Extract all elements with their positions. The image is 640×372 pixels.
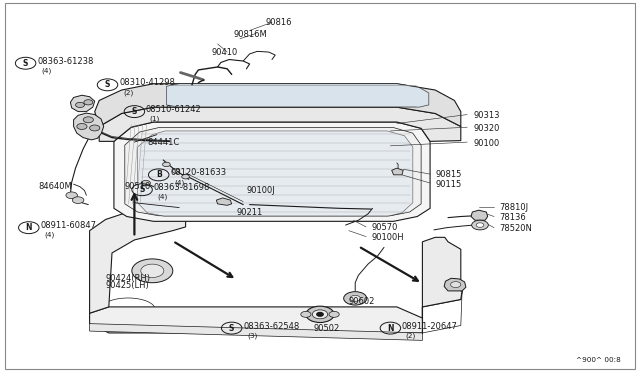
Circle shape [476,223,484,227]
Text: S: S [23,59,28,68]
Text: 90510: 90510 [125,182,151,190]
Text: 08911-60847: 08911-60847 [40,221,96,230]
Polygon shape [138,131,413,217]
Text: N: N [387,324,394,333]
Polygon shape [95,84,461,126]
Text: 90425(LH): 90425(LH) [106,281,149,290]
Circle shape [66,192,77,199]
Text: 90816: 90816 [266,18,292,27]
Text: 90115: 90115 [435,180,461,189]
Text: 90570: 90570 [371,223,397,232]
Circle shape [84,100,93,105]
Text: 90602: 90602 [349,297,375,306]
Polygon shape [114,122,430,221]
Circle shape [77,124,87,129]
Text: 90410: 90410 [211,48,237,57]
Text: S: S [140,185,145,194]
Text: 78136: 78136 [499,213,526,222]
Text: 90320: 90320 [474,124,500,133]
Circle shape [344,292,367,305]
Circle shape [329,311,339,317]
Circle shape [301,311,311,317]
Circle shape [141,180,150,186]
Text: S: S [229,324,234,333]
Text: (4): (4) [174,179,184,186]
Text: (2): (2) [406,332,416,339]
Circle shape [182,174,189,179]
Text: 90211: 90211 [237,208,263,217]
Polygon shape [444,278,466,291]
Text: 08510-61242: 08510-61242 [146,105,202,114]
Text: 90313: 90313 [474,111,500,120]
Text: S: S [105,80,110,89]
Circle shape [350,295,360,301]
Text: 08363-62548: 08363-62548 [243,322,300,331]
Polygon shape [422,237,462,318]
Polygon shape [90,324,422,340]
Text: 90424(RH): 90424(RH) [106,274,150,283]
Circle shape [172,169,180,173]
Circle shape [451,282,461,288]
Polygon shape [70,95,95,112]
Polygon shape [125,128,421,216]
Circle shape [72,197,84,203]
Text: 90100H: 90100H [371,233,404,242]
Text: 08310-41298: 08310-41298 [119,78,175,87]
Polygon shape [74,113,104,140]
Polygon shape [99,107,461,141]
Text: S: S [132,107,137,116]
Text: ^900^ 00:8: ^900^ 00:8 [576,357,621,363]
Text: 08120-81633: 08120-81633 [170,169,227,177]
Text: 90502: 90502 [314,324,340,333]
Text: (4): (4) [157,194,168,201]
Text: (4): (4) [41,67,51,74]
Text: 90816M: 90816M [234,30,268,39]
Text: 90100J: 90100J [246,186,275,195]
Text: 08363-61238: 08363-61238 [37,57,93,66]
Polygon shape [471,210,488,220]
Circle shape [76,102,84,108]
Text: 84441C: 84441C [147,138,179,147]
Text: (4): (4) [44,232,54,238]
Circle shape [163,162,170,167]
Circle shape [306,306,334,323]
Circle shape [132,259,173,283]
Text: 08911-20647: 08911-20647 [402,322,458,331]
Text: 78520N: 78520N [499,224,532,233]
Circle shape [317,312,323,316]
Text: (2): (2) [123,89,133,96]
Polygon shape [166,84,429,107]
Text: 08363-81698: 08363-81698 [154,183,210,192]
Text: (3): (3) [247,332,257,339]
Circle shape [83,117,93,123]
Text: 84640M: 84640M [38,182,72,190]
Text: 90100: 90100 [474,139,500,148]
Circle shape [90,125,100,131]
Circle shape [141,264,164,278]
Text: (1): (1) [150,116,160,122]
Polygon shape [90,307,422,333]
Circle shape [472,220,488,230]
Polygon shape [90,208,186,313]
Polygon shape [216,198,232,205]
Text: 78810J: 78810J [499,203,529,212]
Polygon shape [392,168,403,175]
Text: B: B [156,170,161,179]
Text: N: N [26,223,32,232]
Circle shape [312,310,328,319]
Text: 90815: 90815 [435,170,461,179]
